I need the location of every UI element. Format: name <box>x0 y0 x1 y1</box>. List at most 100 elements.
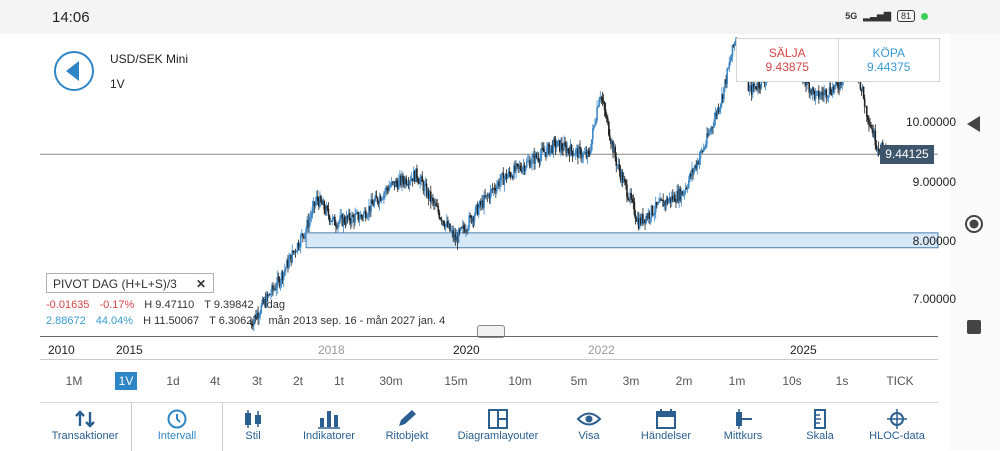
instrument-name: USD/SEK Mini <box>110 52 189 66</box>
toolbar-interval[interactable]: Intervall <box>131 403 223 451</box>
candle-body <box>697 161 700 165</box>
interval-option[interactable]: 2m <box>675 374 693 388</box>
candle-body <box>384 191 386 194</box>
nav-recents-icon[interactable] <box>964 317 984 337</box>
candle-body <box>427 189 430 199</box>
candle-body <box>629 192 631 201</box>
candle-body <box>663 201 666 207</box>
toolbar-drawing[interactable]: Ritobjekt <box>362 403 452 451</box>
candle-body <box>557 140 560 142</box>
interval-option[interactable]: 5m <box>570 374 588 388</box>
candle-body <box>646 215 648 219</box>
toolbar-transactions[interactable]: Transaktioner <box>40 403 130 451</box>
candle-body <box>611 141 613 144</box>
interval-option[interactable]: 1s <box>835 374 849 388</box>
candle-body <box>283 269 286 273</box>
interval-option[interactable]: 1t <box>333 374 344 388</box>
interval-option[interactable]: 4t <box>209 374 220 388</box>
buy-button[interactable]: KÖPA 9.44375 <box>839 39 940 81</box>
change-percent: 44.04% <box>95 315 134 327</box>
candle-body <box>539 154 542 162</box>
interval-option[interactable]: 3t <box>251 374 262 388</box>
nav-home-icon[interactable] <box>964 214 984 234</box>
back-button[interactable] <box>54 51 94 91</box>
candle-body <box>580 148 582 159</box>
toolbar-label: Indikatorer <box>303 430 355 442</box>
candle-body <box>881 142 884 148</box>
candle-body <box>412 171 415 182</box>
time-axis[interactable]: 2010 2015 2018 2020 2022 2025 <box>40 336 938 360</box>
candle-body <box>414 171 416 182</box>
toolbar-events[interactable]: Händelser <box>621 403 711 451</box>
toolbar-layouts[interactable]: Diagramlayouter <box>453 403 543 451</box>
candle-body <box>687 180 690 188</box>
chart-canvas[interactable] <box>40 34 950 332</box>
left-gutter <box>0 34 40 450</box>
interval-option[interactable]: 10m <box>508 374 532 388</box>
pivot-indicator-tag[interactable]: PIVOT DAG (H+L+S)/3 ✕ <box>46 273 214 293</box>
candle-body <box>453 234 456 238</box>
layout-icon <box>488 409 508 429</box>
candle-body <box>401 175 403 185</box>
interval-option[interactable]: 1m <box>728 374 746 388</box>
candle-body <box>442 220 445 225</box>
toolbar-style[interactable]: Stil <box>208 403 298 451</box>
interval-option[interactable]: 3m <box>622 374 640 388</box>
candle-body <box>588 153 591 155</box>
candle-body <box>324 209 327 214</box>
candle-body <box>361 216 364 218</box>
interval-option[interactable]: 15m <box>444 374 468 388</box>
toolbar-label: Diagramlayouter <box>457 430 539 442</box>
toolbar-hloc[interactable]: HLOC-data <box>852 403 942 451</box>
interval-option[interactable]: 2t <box>292 374 303 388</box>
resize-handle[interactable] <box>477 325 505 338</box>
candle-body <box>715 112 718 116</box>
toolbar-view[interactable]: Visa <box>544 403 634 451</box>
interval-option[interactable]: TICK <box>886 374 914 388</box>
sell-button[interactable]: SÄLJA 9.43875 <box>737 39 839 81</box>
candle-body <box>600 97 603 99</box>
candle-body <box>287 259 289 268</box>
candle-body <box>649 218 652 220</box>
candle-body <box>616 165 619 167</box>
candle-body <box>686 187 689 189</box>
candle-body <box>276 277 279 288</box>
interval-option[interactable]: 30m <box>379 374 403 388</box>
candle-body <box>582 153 585 158</box>
candle-body <box>540 148 543 155</box>
candle-body <box>335 225 337 227</box>
toolbar-midprice[interactable]: Mittkurs <box>698 403 788 451</box>
candle-body <box>615 157 618 166</box>
interval-option[interactable]: 1M <box>65 374 83 388</box>
nav-back-icon[interactable] <box>964 114 984 134</box>
candle-body <box>562 149 564 151</box>
candle-body <box>373 200 376 207</box>
candle-body <box>709 131 711 133</box>
price-tick-label: 10.00000 <box>905 115 956 129</box>
candle-body <box>435 203 437 206</box>
close-icon[interactable]: ✕ <box>195 277 206 291</box>
candle-body <box>653 212 656 215</box>
interval-option[interactable]: 1V <box>115 372 137 390</box>
candle-body <box>451 230 453 232</box>
candle-body <box>608 121 610 136</box>
candle-body <box>387 189 389 191</box>
candle-body <box>270 294 272 296</box>
candle-body <box>578 146 580 158</box>
candle-body <box>756 88 758 90</box>
toolbar-scale[interactable]: Skala <box>775 403 865 451</box>
candle-body <box>429 191 432 202</box>
interval-option[interactable]: 1d <box>166 374 180 388</box>
candle-body <box>596 107 598 121</box>
candle-body <box>592 128 594 140</box>
candle-body <box>657 202 659 206</box>
year-label: 2020 <box>453 343 480 357</box>
candle-body <box>637 217 640 229</box>
candle-body <box>729 60 732 63</box>
toolbar-label: Mittkurs <box>723 430 763 442</box>
interval-option[interactable]: 10s <box>782 374 802 388</box>
candle-body <box>449 223 451 231</box>
candle-body <box>502 172 505 185</box>
price-chart[interactable] <box>40 34 950 332</box>
toolbar-indicators[interactable]: Indikatorer <box>284 403 374 451</box>
